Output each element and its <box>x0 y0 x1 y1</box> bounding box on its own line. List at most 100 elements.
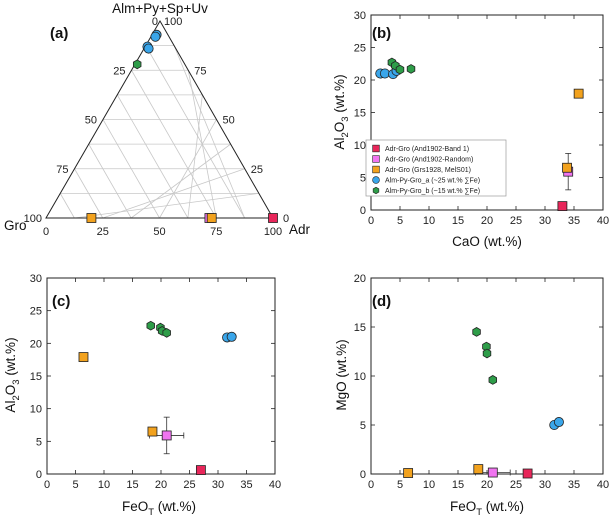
x-tick-label: 15 <box>126 479 138 491</box>
grid-line <box>187 94 203 219</box>
axes-c: 0 5 10 15 20 25 30 35 40 0 5 10 15 20 25 30 <box>30 273 281 491</box>
bottom-tick-75: 75 <box>210 226 222 238</box>
legend-marker-alm-py-gro-b-15-wt-fe <box>372 186 380 195</box>
x-tick-label: 25 <box>510 479 522 491</box>
bottom-tick-0: 0 <box>43 226 49 238</box>
x-axis-label-b: CaO (wt.%) <box>452 234 522 249</box>
y-tick-label: 5 <box>360 420 366 432</box>
x-tick-label: 25 <box>183 479 195 491</box>
y-tick-label: 10 <box>354 371 366 383</box>
y-axis-label-d: MgO (wt.%) <box>334 339 349 410</box>
ternary-frame <box>45 19 274 219</box>
point-alm-py-gro-b-15-wt-fe-3 <box>406 64 416 74</box>
xlabel-unit: (wt.%) <box>154 499 196 514</box>
grid-line <box>116 94 189 219</box>
point-adr-gro-grs1928-mels01-0 <box>78 352 89 362</box>
grid-line <box>88 143 132 219</box>
point-alm-py-gro-b-15-wt-fe-3 <box>488 375 498 385</box>
point-adr-gro-grs1928-mels01-1 <box>147 426 158 437</box>
ternary-ticks: 0 25 50 75 100 100 75 50 25 0 0 25 50 75… <box>24 16 289 238</box>
legend-box <box>365 139 507 197</box>
x-tick-label: 0 <box>368 215 374 227</box>
bottom-tick-100: 100 <box>264 226 282 238</box>
marks-c <box>78 320 237 475</box>
point-alm-py-gro-b-15-wt-fe-2 <box>482 348 492 359</box>
left-tick-0: 0 <box>152 16 158 28</box>
grid-line <box>173 45 245 219</box>
x-tick-label: 30 <box>212 479 224 491</box>
y-tick-label: 15 <box>354 108 366 120</box>
point-adr-gro-and1902-band-1-0 <box>557 201 568 212</box>
left-tick-100: 100 <box>24 213 42 225</box>
legend-markers <box>372 144 380 195</box>
point-adr-gro-grs1928-mels01-0 <box>573 88 584 99</box>
y-tick-label: 20 <box>354 75 366 87</box>
y-tick-label: 25 <box>30 306 42 318</box>
x-tick-label: 5 <box>397 215 403 227</box>
xlabel-feo: FeO <box>450 499 476 514</box>
grid-line <box>145 45 245 219</box>
y-tick-label: 10 <box>30 404 42 416</box>
legend-swatch <box>372 155 380 163</box>
y-tick-label: 5 <box>360 173 366 185</box>
x-tick-label: 10 <box>423 215 435 227</box>
point-adr-gro-grs1928-mels01-1 <box>473 464 484 475</box>
y-tick-label: 15 <box>30 371 42 383</box>
ternary-marks <box>86 29 278 223</box>
legend-swatch <box>372 176 380 184</box>
y-tick-label: 0 <box>360 469 366 481</box>
plot-frame <box>370 277 604 475</box>
point-adr-gro-grs1928-mels01-1 <box>206 213 217 223</box>
point-alm-py-gro-b-15-wt-fe-0 <box>146 320 155 331</box>
y-tick-label: 25 <box>354 43 366 55</box>
x-tick-label: 5 <box>72 479 78 491</box>
x-tick-label: 35 <box>568 479 580 491</box>
y-tick-label: 20 <box>30 338 42 350</box>
point-alm-py-gro-a-25-wt-fe-1 <box>150 31 161 42</box>
point-alm-py-gro-b-15-wt-fe-0 <box>132 59 142 70</box>
x-tick-label: 30 <box>539 215 551 227</box>
panel-b: (b) 0 5 10 15 20 25 30 35 40 0 5 10 15 20 25 30 CaO (wt… <box>332 10 609 249</box>
point-alm-py-gro-a-25-wt-fe-1 <box>553 417 564 428</box>
y-tick-label: 5 <box>36 436 42 448</box>
ylabel-al: Al <box>332 138 347 150</box>
right-tick-100: 100 <box>164 16 182 28</box>
ylabel-sub3: 3 <box>340 116 351 121</box>
marks-d <box>403 327 564 479</box>
left-tick-25: 25 <box>113 65 125 77</box>
left-tick-50: 50 <box>85 115 97 127</box>
point-adr-gro-grs1928-mels01-0 <box>403 468 414 478</box>
x-axis-label-c: FeOT (wt.%) <box>122 499 196 517</box>
y-tick-label: 30 <box>30 273 42 285</box>
panel-label-b: (b) <box>372 25 391 42</box>
x-tick-label: 40 <box>597 479 609 491</box>
point-alm-py-gro-b-15-wt-fe-0 <box>472 327 481 337</box>
y-tick-label: 10 <box>354 140 366 152</box>
legend-label-alm-b: Alm-Py-Gro_b (~15 wt.% ∑Fe) <box>385 188 480 195</box>
point-adr-gro-grs1928-mels01-0 <box>86 213 97 223</box>
plot-frame <box>46 277 276 475</box>
panel-label-a: (a) <box>50 25 68 42</box>
ternary-panel: (a) 0 25 50 75 100 100 75 50 25 0 0 25 5… <box>4 1 311 238</box>
ylabel-o: O <box>332 122 347 133</box>
legend-label-random: Adr-Gro (And1902-Random) <box>385 157 473 164</box>
legend-label-alm-a: Alm-Py-Gro_a (~25 wt.% ∑Fe) <box>385 178 480 185</box>
legend-marker-adr-gro-grs1928-mels01 <box>372 165 380 174</box>
xlabel-sub-t: T <box>476 507 482 517</box>
x-tick-label: 20 <box>155 479 167 491</box>
point-alm-py-gro-a-25-wt-fe-3 <box>143 43 154 54</box>
y-tick-label: 20 <box>354 273 366 285</box>
ternary-grid <box>59 45 259 219</box>
vertex-label-right: Adr <box>289 222 311 237</box>
right-tick-0: 0 <box>283 213 289 225</box>
ylabel-o: O <box>3 385 18 396</box>
x-tick-label: 10 <box>98 479 110 491</box>
point-adr-gro-and1902-random-0 <box>487 467 498 478</box>
vertex-label-top: Alm+Py+Sp+Uv <box>112 1 208 16</box>
legend-label-grs: Adr-Gro (Grs1928, MelS01) <box>385 167 471 174</box>
ylabel-sub3: 3 <box>11 379 22 384</box>
point-adr-gro-grs1928-mels01-1 <box>562 162 572 173</box>
point-adr-gro-and1902-band-1-0 <box>195 465 206 475</box>
x-tick-label: 35 <box>568 215 580 227</box>
